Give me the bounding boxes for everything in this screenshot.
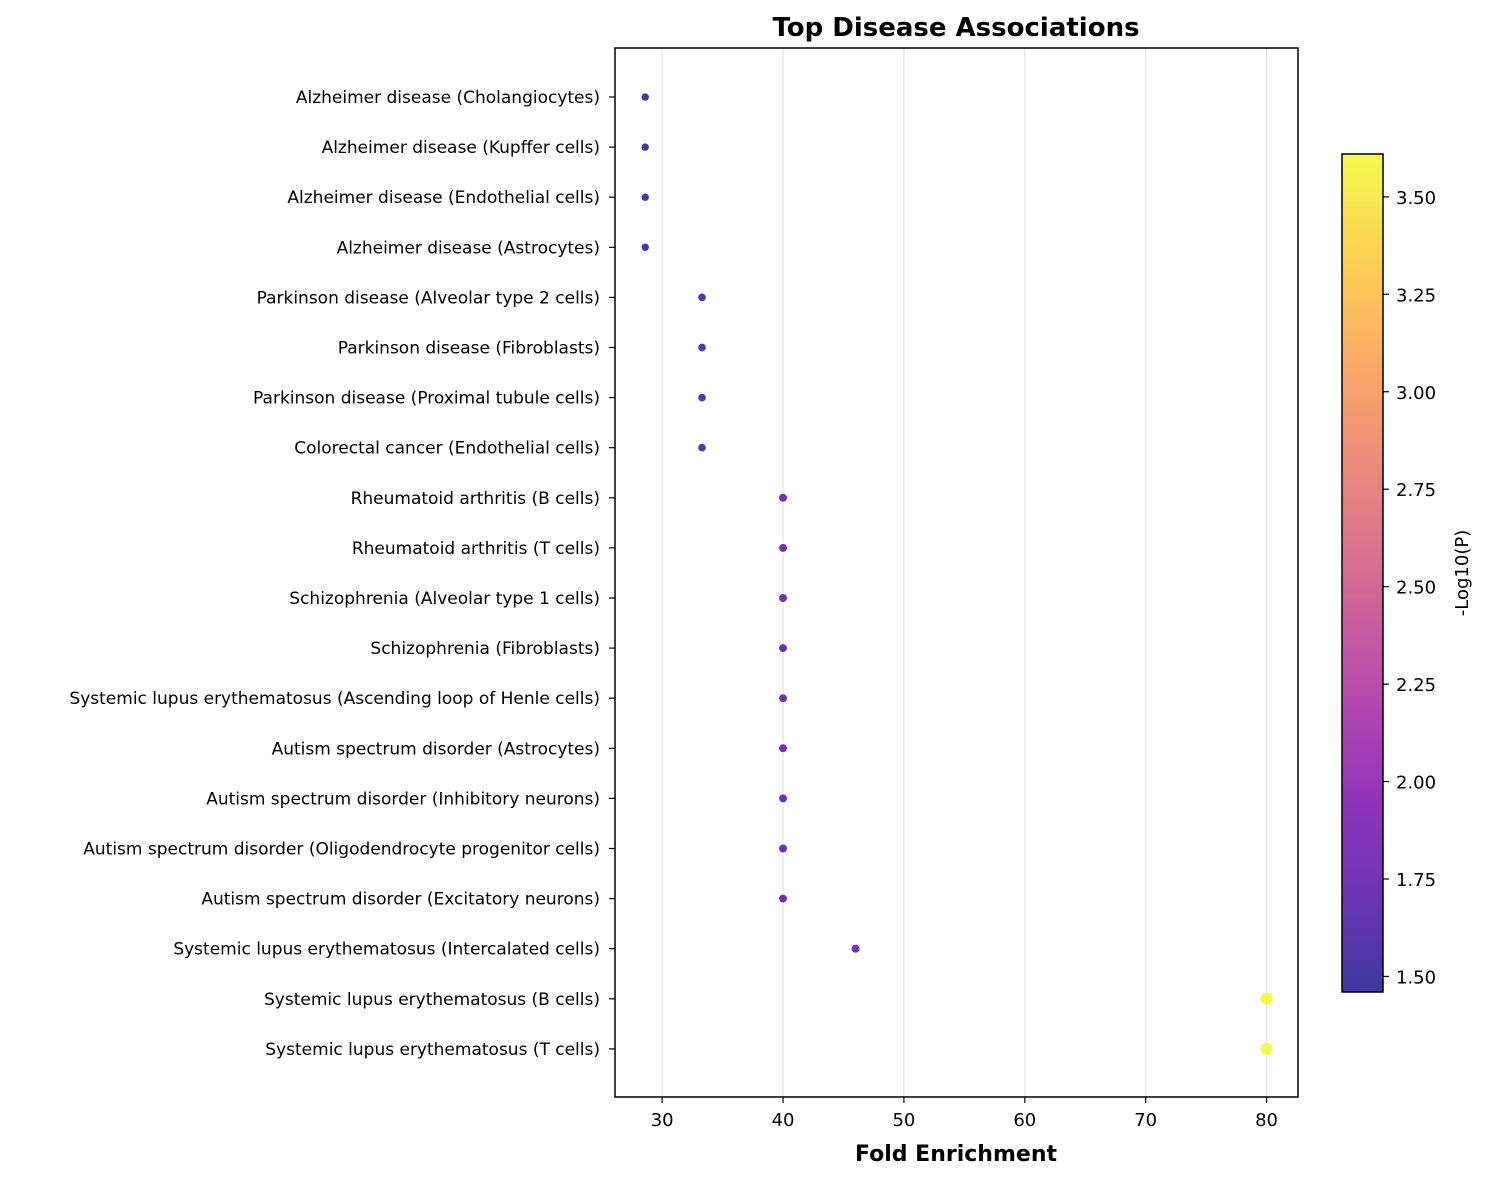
data-point [778, 542, 789, 553]
colorbar-tick-label: 1.50 [1396, 967, 1436, 988]
y-tick-label: Autism spectrum disorder (Excitatory neu… [201, 890, 600, 910]
data-point [778, 893, 789, 904]
data-point [640, 92, 650, 102]
data-point [778, 492, 789, 503]
x-tick-label: 30 [651, 1110, 674, 1131]
colorbar-tick-label: 2.75 [1396, 480, 1436, 501]
data-point [697, 392, 707, 403]
x-tick-label: 80 [1255, 1110, 1278, 1131]
x-tick-label: 40 [772, 1110, 795, 1131]
x-tick-label: 50 [892, 1110, 915, 1131]
data-point [778, 743, 789, 754]
data-point [1259, 1041, 1274, 1056]
y-tick-label: Schizophrenia (Alveolar type 1 cells) [289, 589, 600, 609]
y-tick-label: Autism spectrum disorder (Oligodendrocyt… [83, 840, 600, 860]
y-axis-ticks: Alzheimer disease (Cholangiocytes) Alzhei… [69, 88, 615, 1060]
y-tick-label: Rheumatoid arthritis (B cells) [351, 489, 600, 509]
plot-area-frame [614, 47, 1299, 1098]
data-point [640, 242, 650, 253]
colorbar-label: -Log10(P) [1452, 530, 1473, 616]
y-tick-label: Systemic lupus erythematosus (Intercalat… [173, 940, 600, 960]
colorbar-tick-label: 2.25 [1396, 675, 1436, 696]
y-tick-label: Alzheimer disease (Astrocytes) [337, 238, 600, 258]
y-tick-label: Alzheimer disease (Cholangiocytes) [296, 88, 600, 108]
colorbar-gradient [1342, 154, 1383, 992]
y-tick-label: Alzheimer disease (Endothelial cells) [287, 188, 600, 208]
colorbar-ticks: 1.50 1.75 2.00 2.25 2.50 2.75 3.00 3.25 3.50 [1383, 188, 1436, 988]
y-tick-label: Systemic lupus erythematosus (T cells) [265, 1040, 600, 1060]
data-points [640, 92, 1274, 1056]
y-tick-label: Systemic lupus erythematosus (Ascending … [69, 689, 600, 709]
data-point [1259, 991, 1274, 1006]
chart-title: Top Disease Associations [772, 13, 1139, 43]
data-point [850, 943, 861, 954]
y-tick-label: Colorectal cancer (Endothelial cells) [294, 439, 600, 459]
y-tick-label: Alzheimer disease (Kupffer cells) [322, 138, 600, 158]
data-point [697, 342, 707, 353]
data-point [778, 593, 789, 603]
y-tick-label: Systemic lupus erythematosus (B cells) [264, 990, 600, 1010]
y-tick-label: Schizophrenia (Fibroblasts) [370, 639, 600, 659]
data-point [778, 643, 789, 654]
data-point [640, 142, 650, 152]
data-point [697, 442, 707, 453]
x-tick-label: 60 [1013, 1110, 1036, 1131]
colorbar-tick-label: 2.00 [1396, 773, 1436, 794]
y-tick-label: Parkinson disease (Alveolar type 2 cells… [257, 288, 600, 308]
x-tick-label: 70 [1134, 1110, 1157, 1131]
data-point [778, 843, 789, 854]
colorbar-tick-label: 3.50 [1396, 188, 1436, 209]
data-point [778, 693, 789, 704]
y-tick-label: Parkinson disease (Proximal tubule cells… [253, 389, 600, 409]
y-tick-label: Rheumatoid arthritis (T cells) [352, 539, 600, 559]
colorbar-tick-label: 3.25 [1396, 285, 1436, 306]
colorbar-tick-label: 3.00 [1396, 383, 1436, 404]
colorbar: 1.50 1.75 2.00 2.25 2.50 2.75 3.00 3.25 3.50 -Lo… [1341, 153, 1473, 993]
data-point [697, 292, 707, 303]
colorbar-frame [1341, 153, 1384, 993]
colorbar-tick-label: 2.50 [1396, 578, 1436, 599]
x-axis-ticks: 30 40 50 60 70 80 [651, 1097, 1278, 1131]
y-tick-label: Autism spectrum disorder (Inhibitory neu… [206, 789, 600, 809]
x-gridlines [661, 48, 1268, 1097]
y-tick-label: Parkinson disease (Fibroblasts) [338, 339, 600, 359]
x-axis-label: Fold Enrichment [855, 1142, 1057, 1167]
colorbar-tick-label: 1.75 [1396, 870, 1436, 891]
data-point [778, 793, 789, 804]
y-tick-label: Autism spectrum disorder (Astrocytes) [272, 739, 600, 759]
data-point [640, 192, 650, 202]
